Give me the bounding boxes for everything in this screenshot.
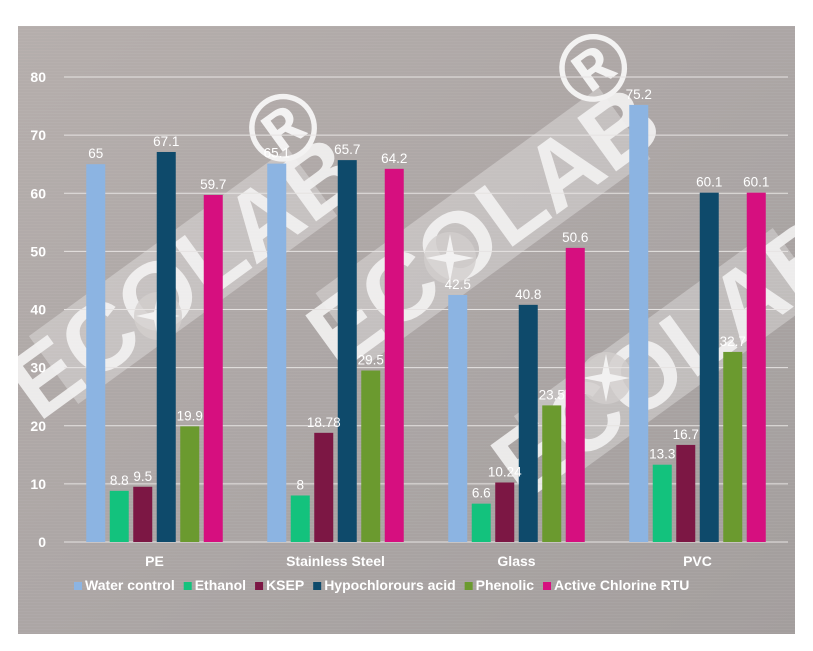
data-label: 9.5 [133, 469, 152, 484]
legend-swatch [313, 582, 322, 590]
legend-label: Water control [85, 577, 175, 593]
data-label: 75.2 [626, 87, 652, 102]
data-label: 32.7 [720, 334, 746, 349]
bar [314, 432, 334, 542]
bar-chart: ECOLAB ® ECOLAB ® ECOLAB [18, 26, 795, 634]
x-category-label: PE [145, 553, 164, 569]
y-tick-label: 30 [30, 360, 46, 376]
legend-swatch [74, 582, 82, 590]
bar [86, 164, 106, 542]
y-tick-label: 50 [30, 243, 46, 259]
bar [361, 370, 381, 542]
bar [565, 247, 585, 542]
data-label: 40.8 [515, 287, 541, 302]
bar [133, 486, 153, 542]
bar [495, 482, 515, 542]
data-label: 65.1 [264, 146, 290, 161]
y-tick-label: 40 [30, 302, 46, 318]
bar [290, 495, 310, 542]
bar [180, 426, 200, 542]
legend-label: KSEP [266, 577, 304, 593]
bar [629, 104, 649, 543]
data-label: 67.1 [153, 134, 179, 149]
bar [267, 163, 287, 542]
bar [542, 405, 562, 542]
bar [746, 192, 766, 542]
data-label: 13.3 [649, 447, 675, 462]
data-label: 23.5 [539, 387, 565, 402]
data-label: 60.1 [743, 175, 769, 190]
bar [203, 194, 223, 542]
data-label: 65.7 [334, 142, 360, 157]
bar [723, 351, 743, 542]
bar [337, 160, 357, 542]
bar [518, 304, 538, 542]
x-category-label: Stainless Steel [286, 553, 385, 569]
y-tick-label: 10 [30, 476, 46, 492]
legend-label: Active Chlorine RTU [554, 577, 689, 593]
y-tick-label: 60 [30, 185, 46, 201]
y-tick-label: 0 [38, 534, 46, 550]
legend-swatch [255, 582, 264, 590]
legend-swatch [464, 582, 473, 590]
data-label: 8.8 [110, 473, 129, 488]
data-label: 64.2 [381, 151, 407, 166]
y-axis-ticks: 0 10 20 30 40 50 60 70 80 [30, 69, 46, 550]
bars [86, 104, 766, 543]
bar [676, 444, 696, 542]
data-label: 42.5 [445, 277, 471, 292]
y-tick-label: 20 [30, 418, 46, 434]
x-category-label: PVC [683, 553, 712, 569]
compass-star-icon [424, 232, 476, 284]
data-label: 16.7 [673, 427, 699, 442]
data-label: 10.24 [488, 464, 522, 479]
x-axis-categories: PE Stainless Steel Glass PVC [145, 553, 712, 569]
bar [448, 294, 468, 542]
legend: Water control Ethanol KSEP Hypochlorours ac… [74, 577, 689, 593]
compass-star-icon [580, 352, 632, 404]
legend-swatch [543, 582, 552, 590]
data-label: 60.1 [696, 175, 722, 190]
bar [699, 192, 719, 542]
legend-label: Hypochlorours acid [324, 577, 455, 593]
data-label: 8 [296, 478, 304, 493]
chart-panel: ECOLAB ® ECOLAB ® ECOLAB [18, 26, 795, 634]
y-tick-label: 70 [30, 127, 46, 143]
data-label: 29.5 [358, 353, 384, 368]
y-tick-label: 80 [30, 69, 46, 85]
bar [156, 151, 176, 542]
data-label: 59.7 [200, 177, 226, 192]
data-label: 65 [88, 146, 103, 161]
legend-label: Ethanol [195, 577, 246, 593]
bar [109, 490, 129, 542]
data-label: 19.9 [177, 408, 203, 423]
legend-swatch [183, 582, 192, 590]
legend-label: Phenolic [476, 577, 535, 593]
bar [471, 503, 491, 542]
data-label: 6.6 [472, 486, 491, 501]
bar [652, 464, 672, 542]
data-labels: 65 8.8 9.5 67.1 19.9 59.7 65.1 8 18.78 65.7 29.5 64… [88, 87, 769, 501]
data-label: 18.78 [307, 415, 341, 430]
bar [384, 168, 404, 542]
x-category-label: Glass [497, 553, 535, 569]
data-label: 50.6 [562, 230, 588, 245]
